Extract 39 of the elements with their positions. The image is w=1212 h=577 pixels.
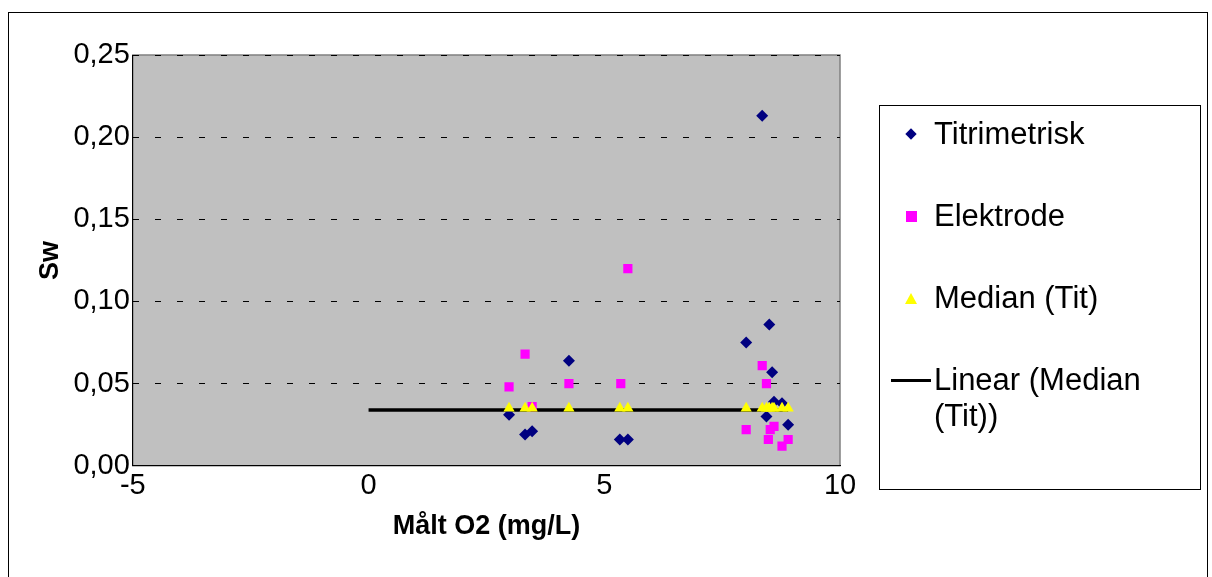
point [623, 264, 633, 274]
point [564, 379, 574, 389]
point [622, 401, 634, 412]
point [763, 318, 776, 331]
y-tick-label: 0,10 [73, 283, 130, 316]
y-tick-label: 0,15 [73, 201, 130, 234]
point [562, 354, 575, 367]
point [503, 401, 515, 412]
point [761, 379, 772, 389]
legend-label: Median (Tit) [934, 280, 1099, 316]
point [782, 418, 795, 431]
point [616, 379, 626, 389]
point [756, 109, 769, 122]
point [777, 441, 787, 451]
point [765, 425, 775, 435]
y-tick-label: 0,25 [73, 37, 130, 69]
x-axis-title: Målt O2 (mg/L) [392, 510, 581, 541]
point [783, 434, 793, 445]
point [740, 401, 752, 412]
point [782, 401, 794, 412]
legend-label: Elektrode [934, 198, 1065, 234]
point [520, 349, 530, 359]
point [741, 425, 751, 435]
legend-label: Linear (Median (Tit)) [934, 362, 1142, 434]
point [763, 434, 773, 445]
x-tick-label: 0 [360, 468, 377, 501]
point [740, 336, 753, 349]
y-axis-title: Sw [33, 239, 64, 280]
y-tick-label: 0,20 [73, 119, 130, 152]
legend-label: Titrimetrisk [934, 116, 1085, 152]
point [563, 401, 575, 412]
point [766, 366, 779, 379]
x-tick-label: 5 [596, 468, 613, 501]
point [760, 410, 773, 423]
x-tick-label: 10 [823, 468, 857, 501]
point [757, 360, 767, 371]
point [504, 382, 514, 392]
y-tick-label: 0,05 [73, 365, 130, 398]
point [526, 425, 539, 438]
